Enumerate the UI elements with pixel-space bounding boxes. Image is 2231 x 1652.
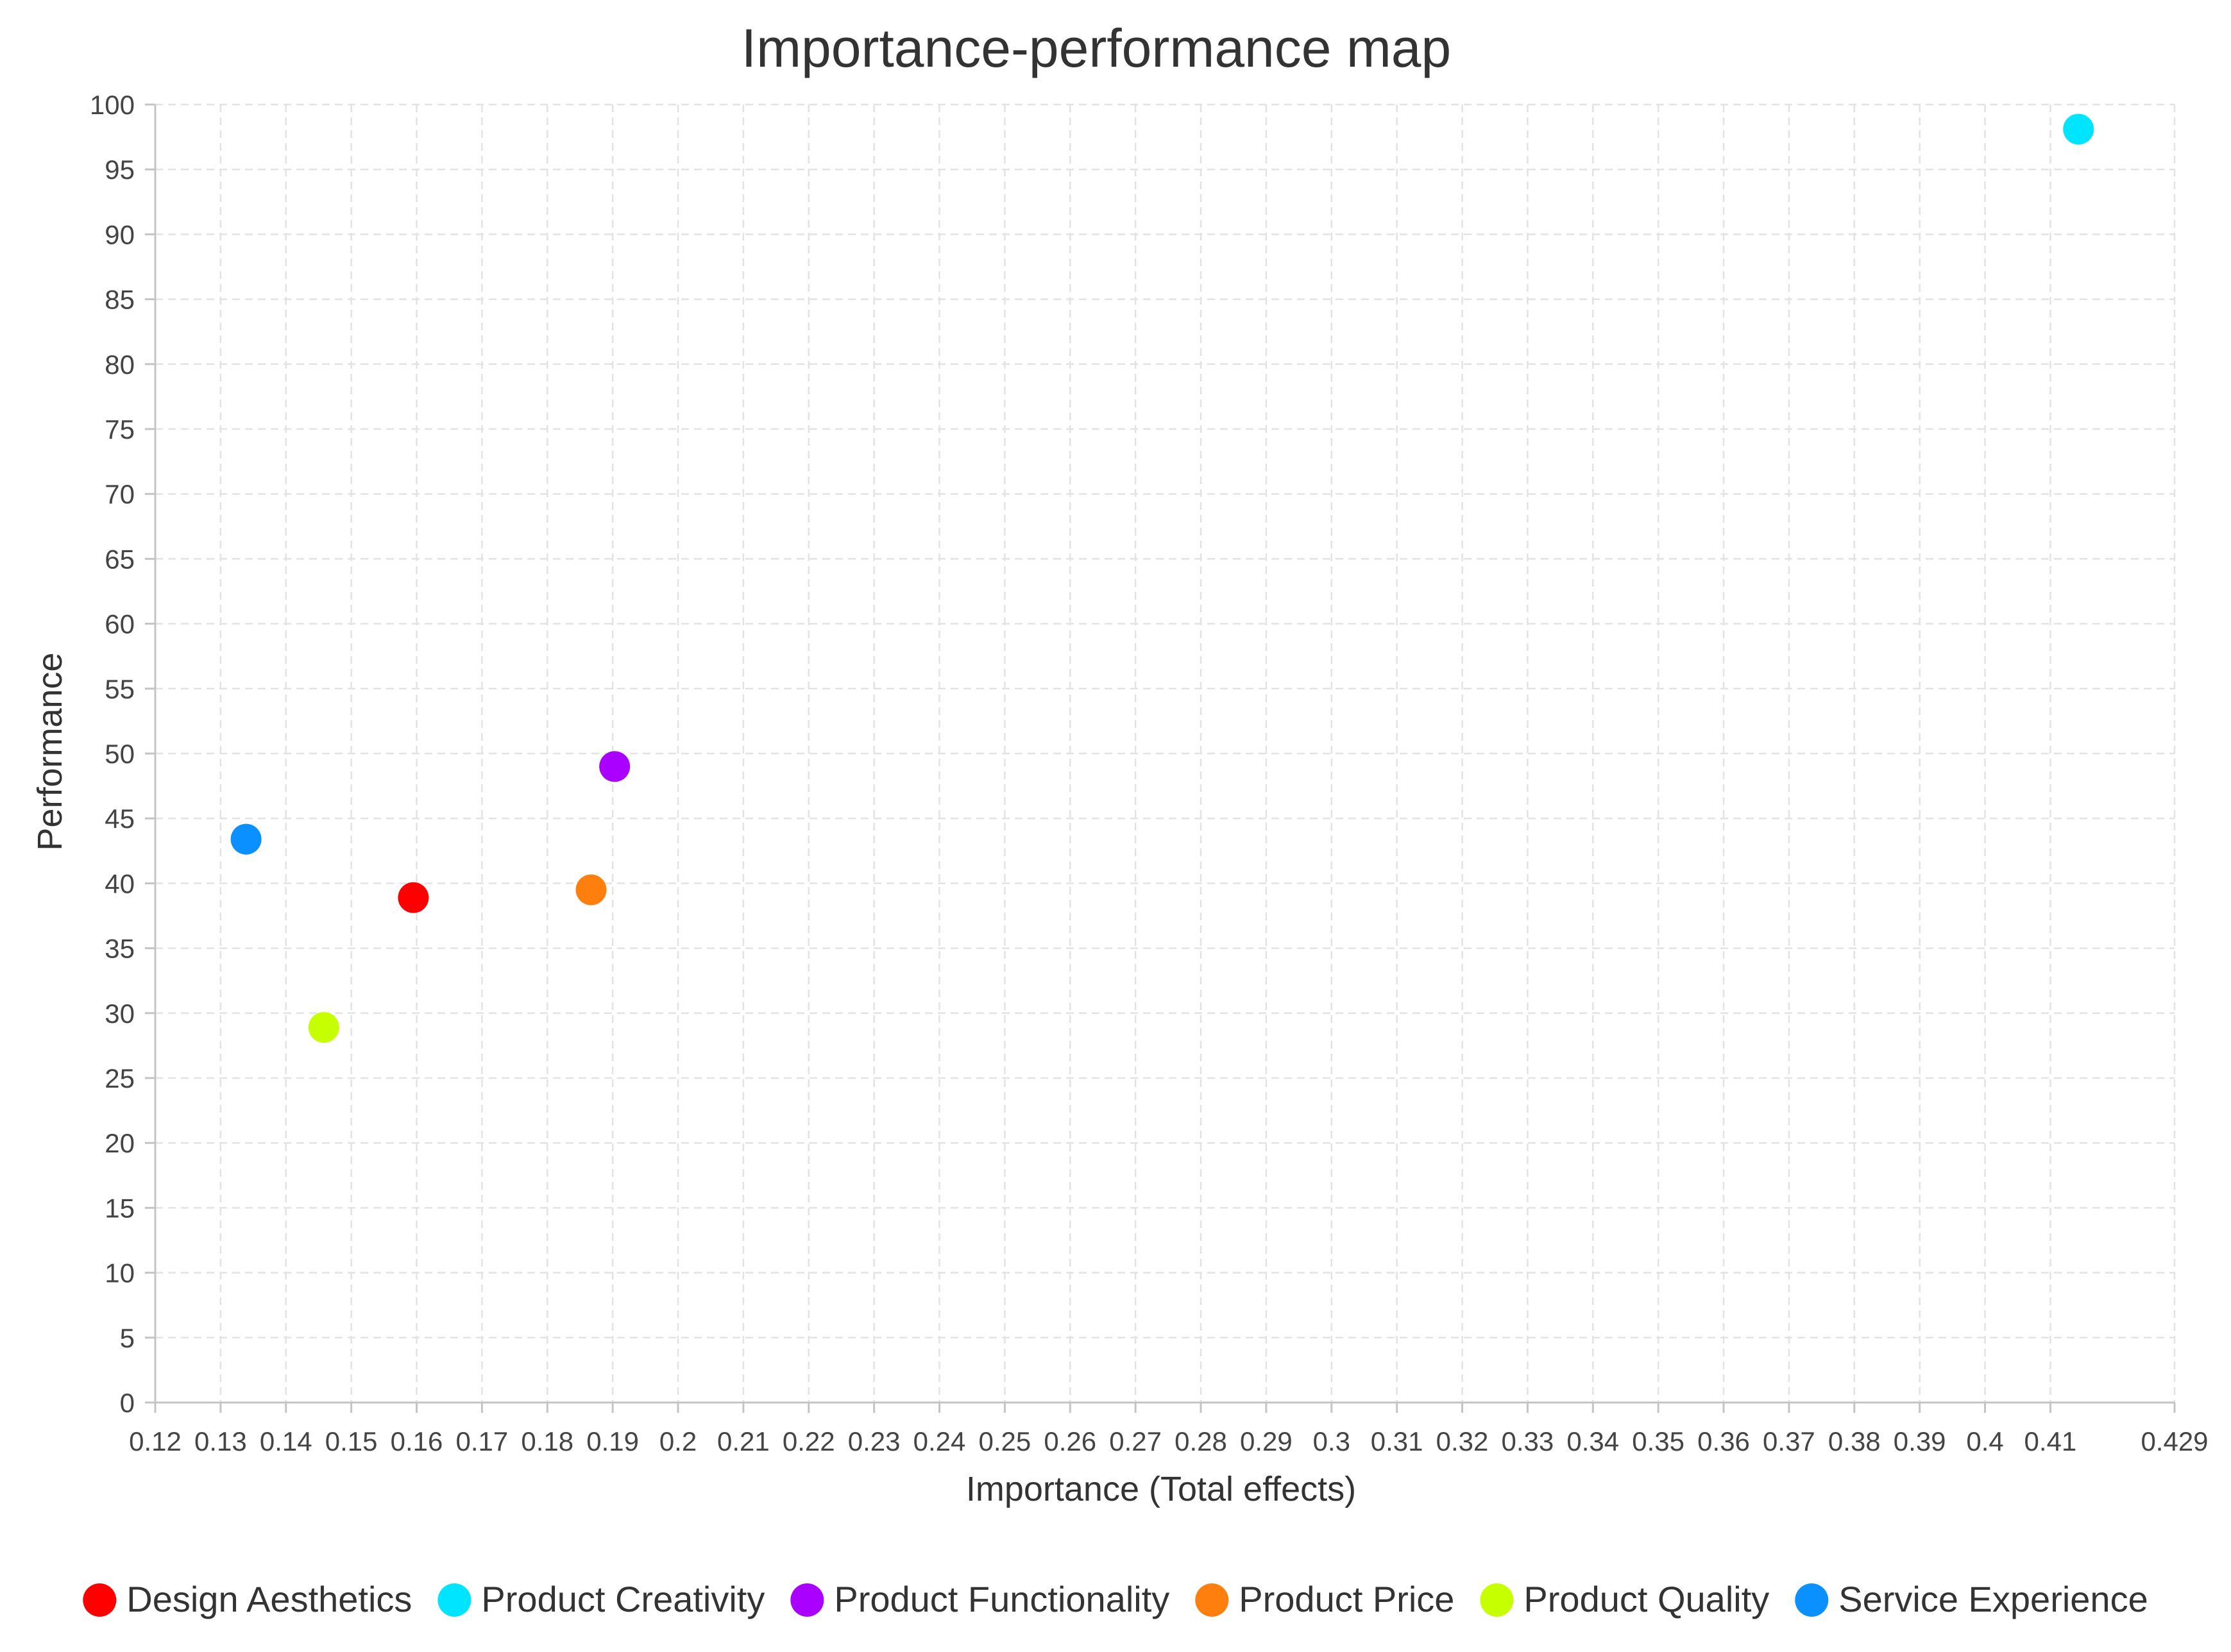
x-tick-label: 0.28 (1175, 1426, 1227, 1456)
y-tick-label: 75 (105, 414, 135, 444)
y-tick-label: 60 (105, 609, 135, 639)
y-tick-label: 25 (105, 1063, 135, 1093)
legend-marker (1480, 1583, 1514, 1617)
legend-label: Service Experience (1838, 1579, 2148, 1619)
legend-item-product-creativity[interactable]: Product Creativity (437, 1579, 765, 1619)
data-point-product-price[interactable] (575, 874, 607, 906)
x-tick-label: 0.14 (260, 1426, 312, 1456)
data-point-product-quality[interactable] (308, 1012, 339, 1043)
y-tick-label: 30 (105, 999, 135, 1029)
data-points (230, 114, 2094, 1043)
x-tick-label: 0.15 (325, 1426, 378, 1456)
legend-label: Product Quality (1523, 1579, 1769, 1619)
legend-marker (790, 1583, 824, 1617)
y-tick-label: 40 (105, 868, 135, 898)
legend-label: Product Functionality (834, 1579, 1169, 1619)
grid (155, 103, 2176, 1403)
x-tick-label: 0.29 (1240, 1426, 1293, 1456)
x-axis-title: Importance (Total effects) (966, 1470, 1356, 1508)
y-tick-label: 10 (105, 1258, 135, 1288)
chart-title: Importance-performance map (742, 18, 1451, 78)
data-point-service-experience[interactable] (230, 823, 262, 855)
y-tick-label: 65 (105, 544, 135, 574)
legend-item-product-functionality[interactable]: Product Functionality (790, 1579, 1169, 1619)
y-tick-label: 80 (105, 350, 135, 380)
legend-item-service-experience[interactable]: Service Experience (1795, 1579, 2148, 1619)
x-tick-label: 0.25 (979, 1426, 1031, 1456)
x-tick-label: 0.27 (1109, 1426, 1162, 1456)
legend-label: Product Creativity (481, 1579, 765, 1619)
y-tick-label: 50 (105, 739, 135, 769)
x-tick-label: 0.32 (1436, 1426, 1489, 1456)
x-tick-label: 0.19 (586, 1426, 639, 1456)
x-tick-label: 0.31 (1371, 1426, 1423, 1456)
x-tick-label: 0.36 (1697, 1426, 1750, 1456)
x-tick-label: 0.24 (913, 1426, 966, 1456)
legend: Design Aesthetics Product Creativity Produ… (83, 1579, 2148, 1619)
y-tick-label: 45 (105, 804, 135, 834)
x-tick-label: 0.22 (783, 1426, 835, 1456)
x-tick-label: 0.41 (2024, 1426, 2077, 1456)
x-tick-label: 0.4 (1966, 1426, 2003, 1456)
y-tick-label: 85 (105, 285, 135, 315)
axes: 0.12 0.13 0.14 0.15 0.16 0.17 0.18 0.19 0.2 0.21 0… (90, 90, 2209, 1456)
y-tick-label: 15 (105, 1193, 135, 1223)
x-tick-label: 0.18 (521, 1426, 573, 1456)
legend-item-design-aesthetics[interactable]: Design Aesthetics (83, 1579, 412, 1619)
x-tick-label: 0.38 (1828, 1426, 1881, 1456)
legend-label: Product Price (1239, 1579, 1454, 1619)
data-point-product-functionality[interactable] (599, 751, 631, 782)
x-tick-label: 0.12 (129, 1426, 182, 1456)
x-tick-label: 0.35 (1632, 1426, 1684, 1456)
y-tick-label: 35 (105, 934, 135, 964)
x-tick-label: 0.33 (1502, 1426, 1554, 1456)
x-tick-label: 0.2 (659, 1426, 697, 1456)
x-tick-label: 0.17 (456, 1426, 509, 1456)
y-tick-label: 95 (105, 155, 135, 185)
legend-marker (83, 1583, 117, 1617)
y-tick-label: 90 (105, 219, 135, 249)
x-tick-label: 0.39 (1894, 1426, 1946, 1456)
x-tick-label: 0.21 (717, 1426, 770, 1456)
y-tick-label: 0 (120, 1388, 135, 1418)
y-axis-title: Performance (31, 652, 69, 850)
y-tick-label: 5 (120, 1323, 135, 1353)
x-tick-label: 0.23 (848, 1426, 901, 1456)
x-tick-label: 0.3 (1313, 1426, 1350, 1456)
x-tick-label: 0.13 (194, 1426, 247, 1456)
x-tick-label: 0.429 (2141, 1426, 2208, 1456)
data-point-product-creativity[interactable] (2063, 114, 2094, 145)
y-tick-label: 100 (90, 90, 135, 120)
legend-label: Design Aesthetics (126, 1579, 412, 1619)
legend-item-product-quality[interactable]: Product Quality (1480, 1579, 1769, 1619)
legend-item-product-price[interactable]: Product Price (1195, 1579, 1454, 1619)
y-tick-label: 20 (105, 1128, 135, 1158)
x-tick-label: 0.34 (1566, 1426, 1619, 1456)
y-tick-label: 70 (105, 479, 135, 509)
y-tick-label: 55 (105, 674, 135, 704)
legend-marker (437, 1583, 471, 1617)
x-tick-label: 0.26 (1044, 1426, 1096, 1456)
legend-marker (1795, 1583, 1829, 1617)
data-point-design-aesthetics[interactable] (398, 882, 429, 913)
x-tick-label: 0.16 (391, 1426, 443, 1456)
x-tick-label: 0.37 (1763, 1426, 1815, 1456)
legend-marker (1195, 1583, 1229, 1617)
